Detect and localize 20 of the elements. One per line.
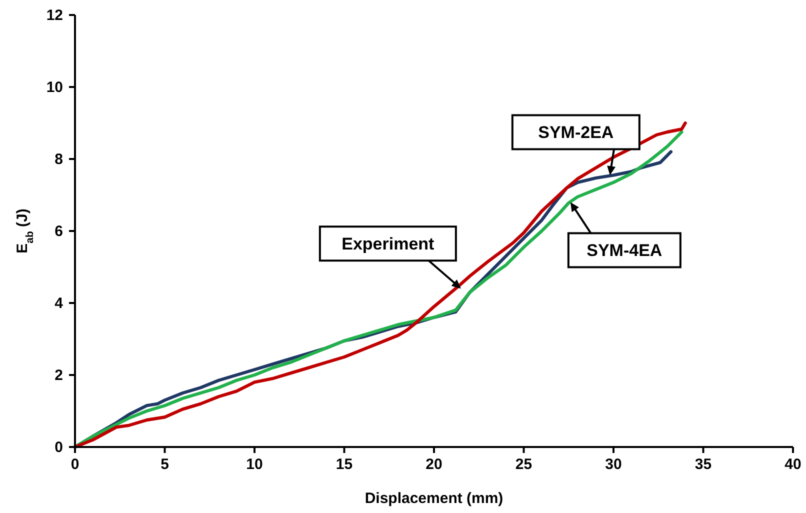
y-tick-label: 10 — [46, 79, 63, 96]
x-tick-label: 15 — [336, 456, 353, 473]
annotation: SYM-4EA — [586, 241, 662, 260]
y-tick-label: 12 — [46, 7, 63, 24]
x-tick-label: 35 — [694, 456, 712, 473]
x-tick-label: 25 — [515, 456, 532, 473]
y-tick-label: 0 — [54, 439, 63, 456]
x-axis-title: Displacement (mm) — [364, 490, 504, 507]
x-tick-label: 40 — [784, 456, 802, 473]
annotation: SYM-2EA — [538, 123, 614, 142]
x-tick-label: 5 — [160, 456, 169, 473]
y-tick-label: 6 — [54, 223, 63, 240]
x-tick-label: 10 — [246, 456, 263, 473]
y-tick-label: 8 — [54, 151, 63, 168]
y-tick-label: 4 — [54, 295, 64, 312]
x-tick-label: 30 — [605, 456, 622, 473]
x-tick-label: 0 — [70, 456, 80, 473]
y-tick-label: 2 — [54, 367, 63, 384]
x-tick-label: 20 — [426, 456, 442, 473]
annotation: Experiment — [342, 234, 435, 254]
